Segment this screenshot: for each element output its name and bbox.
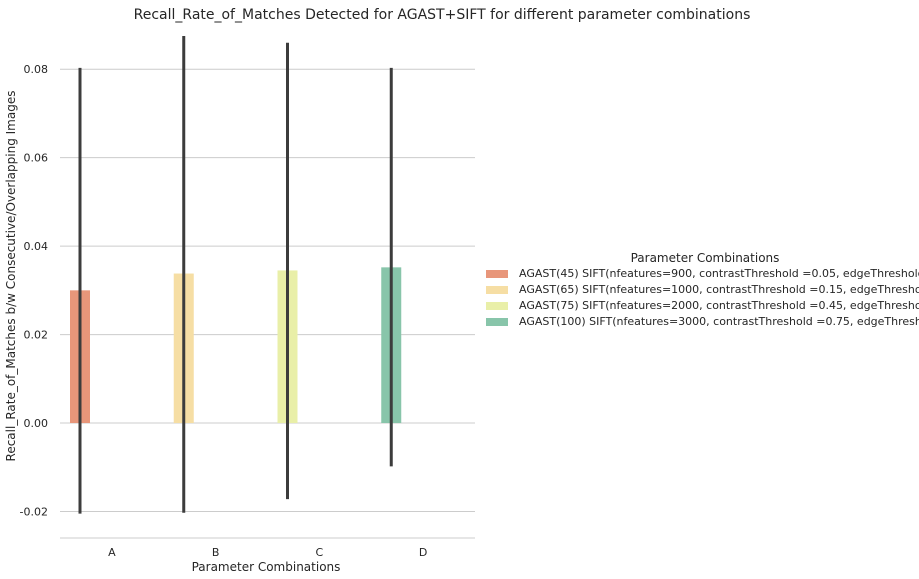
legend-swatch <box>486 286 508 294</box>
y-tick-label: -0.02 <box>20 505 48 518</box>
bars <box>70 267 402 424</box>
x-tick-label: C <box>316 546 324 559</box>
legend-entry: AGAST(65) SIFT(nfeatures=1000, contrastT… <box>519 283 919 296</box>
error-bars <box>78 36 393 514</box>
y-tick-label: 0.08 <box>24 63 49 76</box>
legend-entry: AGAST(100) SIFT(nfeatures=3000, contrast… <box>519 315 919 328</box>
x-axis-label: Parameter Combinations <box>192 560 341 574</box>
y-tick-labels: -0.02 0.00 0.02 0.04 0.06 0.08 <box>20 63 48 518</box>
x-tick-labels: A B C D <box>108 546 427 559</box>
legend-items: AGAST(45) SIFT(nfeatures=900, contrastTh… <box>486 267 919 328</box>
y-axis-label: Recall_Rate_of_Matches b/w Consecutive/O… <box>4 91 18 462</box>
legend-entry: AGAST(45) SIFT(nfeatures=900, contrastTh… <box>519 267 919 280</box>
x-tick-label: D <box>419 546 427 559</box>
legend-swatch <box>486 302 508 310</box>
legend-entry: AGAST(75) SIFT(nfeatures=2000, contrastT… <box>519 299 919 312</box>
legend-title: Parameter Combinations <box>631 251 780 265</box>
legend-swatch <box>486 318 508 326</box>
grid-lines <box>60 68 475 512</box>
y-tick-label: 0.04 <box>24 240 49 253</box>
x-tick-label: A <box>108 546 116 559</box>
y-tick-label: 0.06 <box>24 152 49 165</box>
x-tick-label: B <box>212 546 220 559</box>
legend: Parameter Combinations AGAST(45) SIFT(nf… <box>486 251 919 328</box>
chart-title: Recall_Rate_of_Matches Detected for AGAS… <box>134 7 751 23</box>
y-tick-label: 0.00 <box>24 417 49 430</box>
legend-swatch <box>486 270 508 278</box>
y-tick-label: 0.02 <box>24 329 49 342</box>
